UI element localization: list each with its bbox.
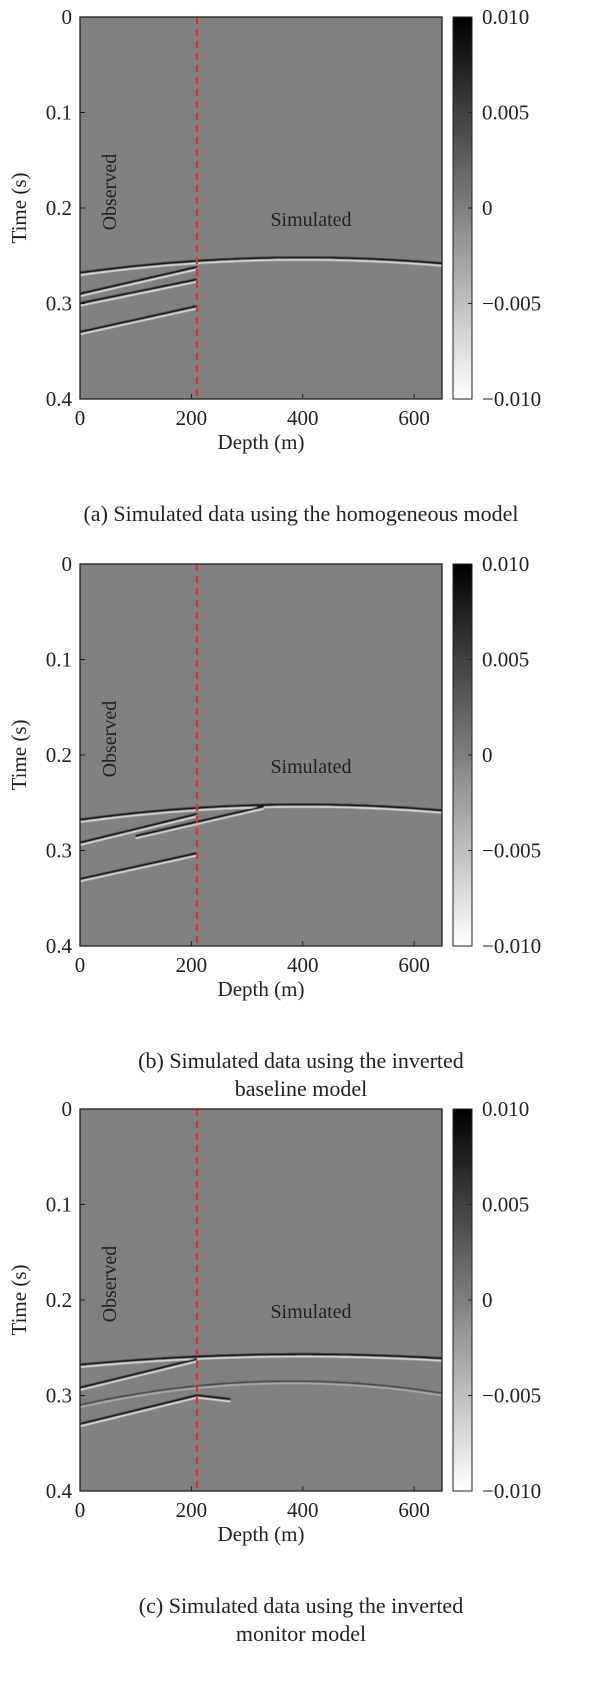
xtick-label-2: 400 — [287, 406, 319, 430]
ytick-label-3: 0.3 — [46, 1384, 72, 1408]
colorbar-tick-label-1: 0.005 — [482, 101, 529, 125]
event-2-trough — [80, 305, 198, 334]
y-axis-label: Time (s) — [7, 173, 31, 244]
event-2-trough — [80, 1394, 198, 1426]
ytick-label-0: 0 — [62, 5, 73, 29]
caption-c-line-2: monitor model — [235, 1621, 367, 1646]
event-1-trough — [80, 813, 198, 844]
event-3-peak — [135, 808, 264, 840]
event-2-peak — [80, 854, 198, 883]
ytick-label-3: 0.3 — [46, 292, 72, 316]
event-2-trough — [80, 852, 198, 881]
ytick-label-2: 0.2 — [46, 1288, 72, 1312]
x-axis-label: Depth (m) — [218, 1522, 305, 1546]
colorbar-tick-label-0: 0.010 — [482, 1097, 529, 1121]
x-axis-label: Depth (m) — [218, 977, 305, 1001]
event-3-trough — [80, 1380, 442, 1406]
event-3-trough — [135, 805, 265, 838]
xtick-label-2: 400 — [287, 953, 319, 977]
event-1-peak — [80, 815, 198, 846]
colorbar-tick-label-2: 0 — [482, 196, 493, 220]
ytick-label-4: 0.4 — [46, 387, 73, 411]
simulated-label: Simulated — [270, 1301, 351, 1323]
xtick-label-1: 200 — [176, 953, 208, 977]
ytick-label-1: 0.1 — [46, 101, 72, 125]
colorbar-tick-label-2: 0 — [482, 743, 493, 767]
xtick-label-2: 400 — [287, 1498, 319, 1522]
event-1-trough — [80, 266, 198, 296]
caption-b-line-1: (b) Simulated data using the inverted — [138, 1048, 464, 1073]
y-axis-label: Time (s) — [7, 1265, 31, 1336]
plot-background — [80, 1109, 442, 1491]
observed-label: Observed — [99, 154, 121, 231]
colorbar-tick-label-4: −0.010 — [482, 1479, 541, 1503]
event-3-peak — [80, 281, 198, 307]
xtick-label-0: 0 — [75, 1498, 86, 1522]
event-0-trough — [80, 803, 442, 821]
colorbar-tick-label-2: 0 — [482, 1288, 493, 1312]
colorbar-tick-label-4: −0.010 — [482, 387, 541, 411]
caption-a: (a) Simulated data using the homogeneous… — [83, 501, 519, 526]
colorbar-tick-label-1: 0.005 — [482, 648, 529, 672]
ytick-label-2: 0.2 — [46, 196, 72, 220]
event-1-peak — [80, 268, 198, 297]
ytick-label-4: 0.4 — [46, 1479, 73, 1503]
simulated-label: Simulated — [270, 209, 351, 231]
plot-background — [80, 564, 442, 946]
event-0-trough — [80, 1353, 442, 1366]
colorbar-tick-label-4: −0.010 — [482, 934, 541, 958]
event-0-peak — [80, 1355, 442, 1368]
simulated-label: Simulated — [270, 756, 351, 778]
x-axis-label: Depth (m) — [218, 430, 305, 454]
xtick-label-0: 0 — [75, 953, 86, 977]
event-1-trough — [80, 1358, 198, 1389]
event-2-peak — [80, 1397, 198, 1428]
xtick-label-3: 600 — [398, 1498, 430, 1522]
event-2-peak — [80, 307, 198, 336]
caption-c-line-1: (c) Simulated data using the inverted — [138, 1593, 464, 1618]
event-0-trough — [80, 256, 442, 274]
seismic-events — [80, 803, 442, 883]
xtick-label-1: 200 — [176, 1498, 208, 1522]
xtick-label-3: 600 — [398, 953, 430, 977]
ytick-label-4: 0.4 — [46, 934, 73, 958]
ytick-label-2: 0.2 — [46, 743, 72, 767]
colorbar-tick-label-1: 0.005 — [482, 1193, 529, 1217]
colorbar-tick-label-3: −0.005 — [482, 292, 541, 316]
event-3-trough — [80, 278, 198, 305]
seismic-events — [80, 256, 442, 336]
colorbar-tick-label-3: −0.005 — [482, 1384, 541, 1408]
caption-c: (c) Simulated data using the inverted mo… — [0, 1592, 602, 1648]
event-3-peak — [80, 1382, 442, 1408]
seismic-events — [80, 1353, 442, 1428]
event-0-peak — [80, 259, 442, 276]
ytick-label-1: 0.1 — [46, 1193, 72, 1217]
observed-label: Observed — [99, 1246, 121, 1323]
colorbar-tick-label-0: 0.010 — [482, 552, 529, 576]
ytick-label-3: 0.3 — [46, 839, 72, 863]
y-axis-label: Time (s) — [7, 720, 31, 791]
ytick-label-0: 0 — [62, 1097, 73, 1121]
ytick-label-1: 0.1 — [46, 648, 72, 672]
caption-b: (b) Simulated data using the inverted ba… — [0, 1047, 602, 1103]
event-1-peak — [80, 1360, 198, 1391]
event-4-peak — [196, 1397, 231, 1403]
caption-b-line-2: baseline model — [234, 1076, 368, 1101]
xtick-label-3: 600 — [398, 406, 430, 430]
observed-label: Observed — [99, 701, 121, 778]
colorbar-tick-label-0: 0.010 — [482, 5, 529, 29]
ytick-label-0: 0 — [62, 552, 73, 576]
plot-background — [80, 17, 442, 399]
event-4-trough — [196, 1394, 231, 1401]
colorbar-tick-label-3: −0.005 — [482, 839, 541, 863]
xtick-label-0: 0 — [75, 406, 86, 430]
xtick-label-1: 200 — [176, 406, 208, 430]
